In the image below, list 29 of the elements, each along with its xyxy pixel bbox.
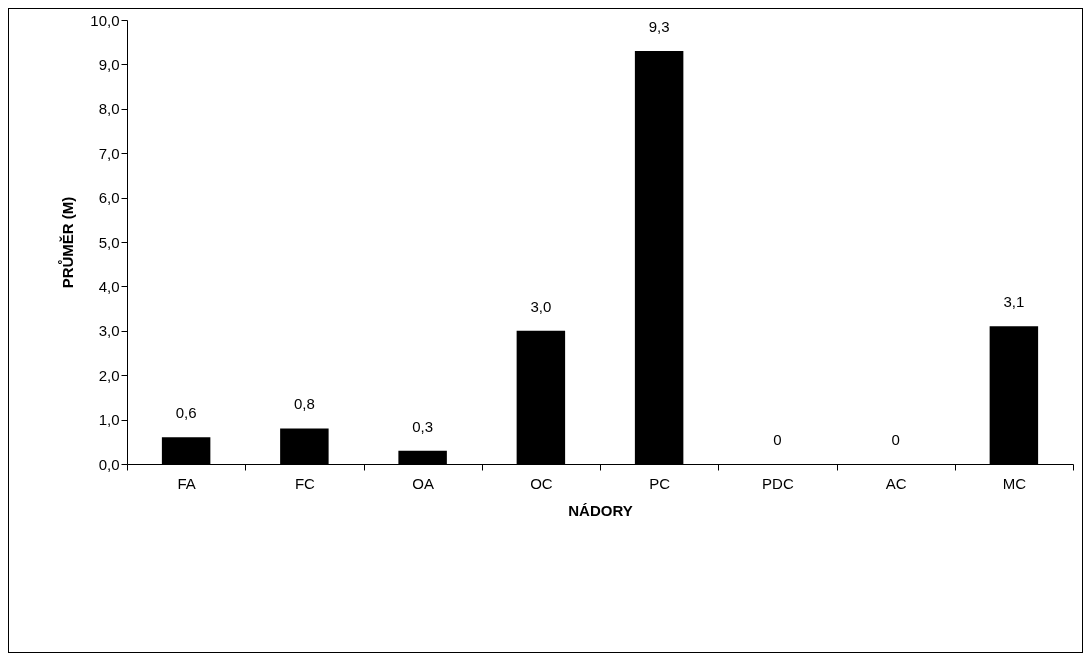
y-tick-label: 7,0 (98, 144, 120, 162)
x-tick-label: AC (885, 474, 907, 492)
y-tick-label: 0,0 (98, 455, 120, 473)
x-tick-label: OC (530, 474, 553, 492)
data-label: 0,6 (175, 404, 197, 422)
y-tick-label: 5,0 (98, 233, 120, 251)
y-tick-label: 10,0 (90, 11, 120, 29)
x-tick-label: PDC (762, 474, 794, 492)
data-label: 0 (773, 431, 782, 448)
y-tick-label: 2,0 (98, 366, 120, 384)
y-axis-title: PRŮMĚR (M) (58, 196, 77, 289)
y-tick-label: 3,0 (98, 322, 120, 340)
y-tick-label: 1,0 (98, 411, 120, 429)
x-tick-label: FC (294, 474, 316, 492)
x-axis-title: NÁDORY (568, 501, 633, 519)
data-label: 0 (891, 431, 900, 448)
y-tick-label: 6,0 (98, 189, 120, 207)
data-label: 3,0 (530, 297, 552, 315)
x-tick-label: PC (649, 474, 671, 492)
data-label: 3,1 (1003, 293, 1025, 311)
y-tick-label: 9,0 (98, 55, 120, 73)
x-tick-label: MC (1002, 474, 1027, 492)
y-tick-label: 8,0 (98, 100, 120, 118)
y-tick-label: 4,0 (98, 277, 120, 295)
x-tick-label: FA (177, 474, 196, 492)
data-label: 0,3 (412, 417, 434, 435)
data-label: 0,8 (293, 395, 315, 413)
data-label: 9,3 (648, 18, 670, 36)
x-tick-label: OA (412, 474, 434, 492)
